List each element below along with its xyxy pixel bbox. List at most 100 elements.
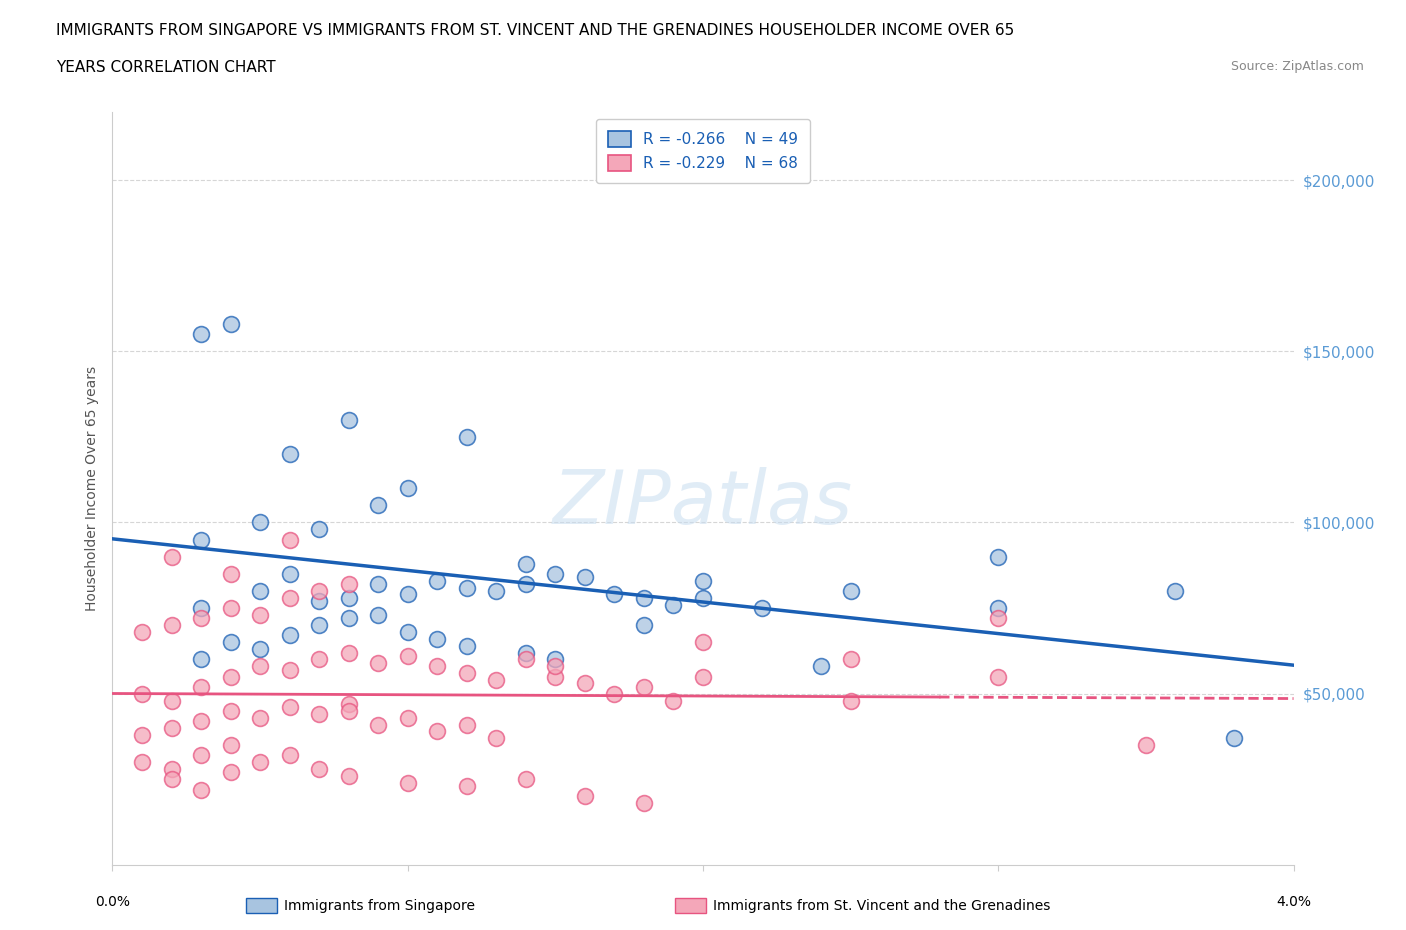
Point: [278, 628, 301, 643]
Point: [131, 625, 153, 640]
Point: [456, 580, 478, 595]
Point: [367, 607, 389, 622]
Point: [515, 652, 537, 667]
Point: [544, 658, 567, 673]
Point: [692, 670, 714, 684]
Point: [278, 566, 301, 581]
Point: [190, 782, 212, 797]
Point: [249, 607, 271, 622]
Point: [337, 697, 360, 711]
Point: [278, 446, 301, 461]
Point: [987, 611, 1010, 626]
Point: [190, 611, 212, 626]
Point: [456, 778, 478, 793]
Point: [131, 727, 153, 742]
Point: [219, 566, 242, 581]
Point: [190, 326, 212, 341]
Point: [692, 591, 714, 605]
Point: [574, 789, 596, 804]
Point: [662, 597, 685, 612]
Point: [426, 573, 449, 588]
Point: [219, 316, 242, 331]
Point: [219, 601, 242, 616]
Point: [544, 652, 567, 667]
Point: [249, 755, 271, 770]
Point: [456, 638, 478, 653]
Point: [810, 658, 832, 673]
Point: [308, 594, 330, 609]
Point: [456, 430, 478, 445]
Text: Immigrants from St. Vincent and the Grenadines: Immigrants from St. Vincent and the Gren…: [713, 898, 1050, 913]
Point: [160, 693, 183, 708]
Point: [337, 703, 360, 718]
Point: [190, 713, 212, 728]
Point: [515, 645, 537, 660]
Point: [485, 583, 508, 598]
Text: Source: ZipAtlas.com: Source: ZipAtlas.com: [1230, 60, 1364, 73]
Point: [249, 642, 271, 657]
Point: [692, 573, 714, 588]
Point: [839, 693, 862, 708]
Point: [396, 776, 419, 790]
Point: [308, 762, 330, 777]
Point: [190, 652, 212, 667]
Point: [219, 703, 242, 718]
Point: [160, 762, 183, 777]
Point: [367, 577, 389, 591]
Point: [692, 635, 714, 650]
Point: [337, 591, 360, 605]
Point: [485, 672, 508, 687]
Point: [219, 635, 242, 650]
Point: [249, 583, 271, 598]
Point: [485, 731, 508, 746]
Point: [456, 717, 478, 732]
Point: [839, 652, 862, 667]
Point: [396, 648, 419, 663]
Point: [219, 765, 242, 780]
Point: [396, 587, 419, 602]
Point: [426, 658, 449, 673]
Point: [603, 686, 626, 701]
Point: [190, 532, 212, 547]
Point: [1223, 731, 1246, 746]
Point: [396, 711, 419, 725]
Point: [396, 625, 419, 640]
Y-axis label: Householder Income Over 65 years: Householder Income Over 65 years: [84, 365, 98, 611]
Point: [633, 618, 655, 632]
Point: [603, 587, 626, 602]
Legend: R = -0.266    N = 49, R = -0.229    N = 68: R = -0.266 N = 49, R = -0.229 N = 68: [596, 119, 810, 183]
Point: [987, 550, 1010, 565]
Point: [278, 748, 301, 763]
Point: [633, 680, 655, 695]
Point: [190, 748, 212, 763]
Point: [160, 772, 183, 787]
Text: 4.0%: 4.0%: [1277, 896, 1310, 910]
Point: [1135, 737, 1157, 752]
Point: [308, 583, 330, 598]
Point: [544, 566, 567, 581]
Point: [515, 556, 537, 571]
Point: [131, 686, 153, 701]
Point: [456, 666, 478, 681]
Point: [160, 618, 183, 632]
Point: [987, 601, 1010, 616]
Point: [633, 796, 655, 811]
Point: [278, 700, 301, 715]
Point: [751, 601, 773, 616]
Point: [219, 670, 242, 684]
Text: 0.0%: 0.0%: [96, 896, 129, 910]
Point: [190, 601, 212, 616]
Point: [219, 737, 242, 752]
Point: [662, 693, 685, 708]
Point: [515, 772, 537, 787]
Text: ZIPatlas: ZIPatlas: [553, 467, 853, 539]
Point: [426, 631, 449, 646]
Point: [337, 412, 360, 427]
Point: [839, 583, 862, 598]
Point: [278, 662, 301, 677]
Point: [367, 498, 389, 512]
Point: [1164, 583, 1187, 598]
Point: [396, 481, 419, 496]
Point: [426, 724, 449, 738]
Point: [574, 570, 596, 585]
